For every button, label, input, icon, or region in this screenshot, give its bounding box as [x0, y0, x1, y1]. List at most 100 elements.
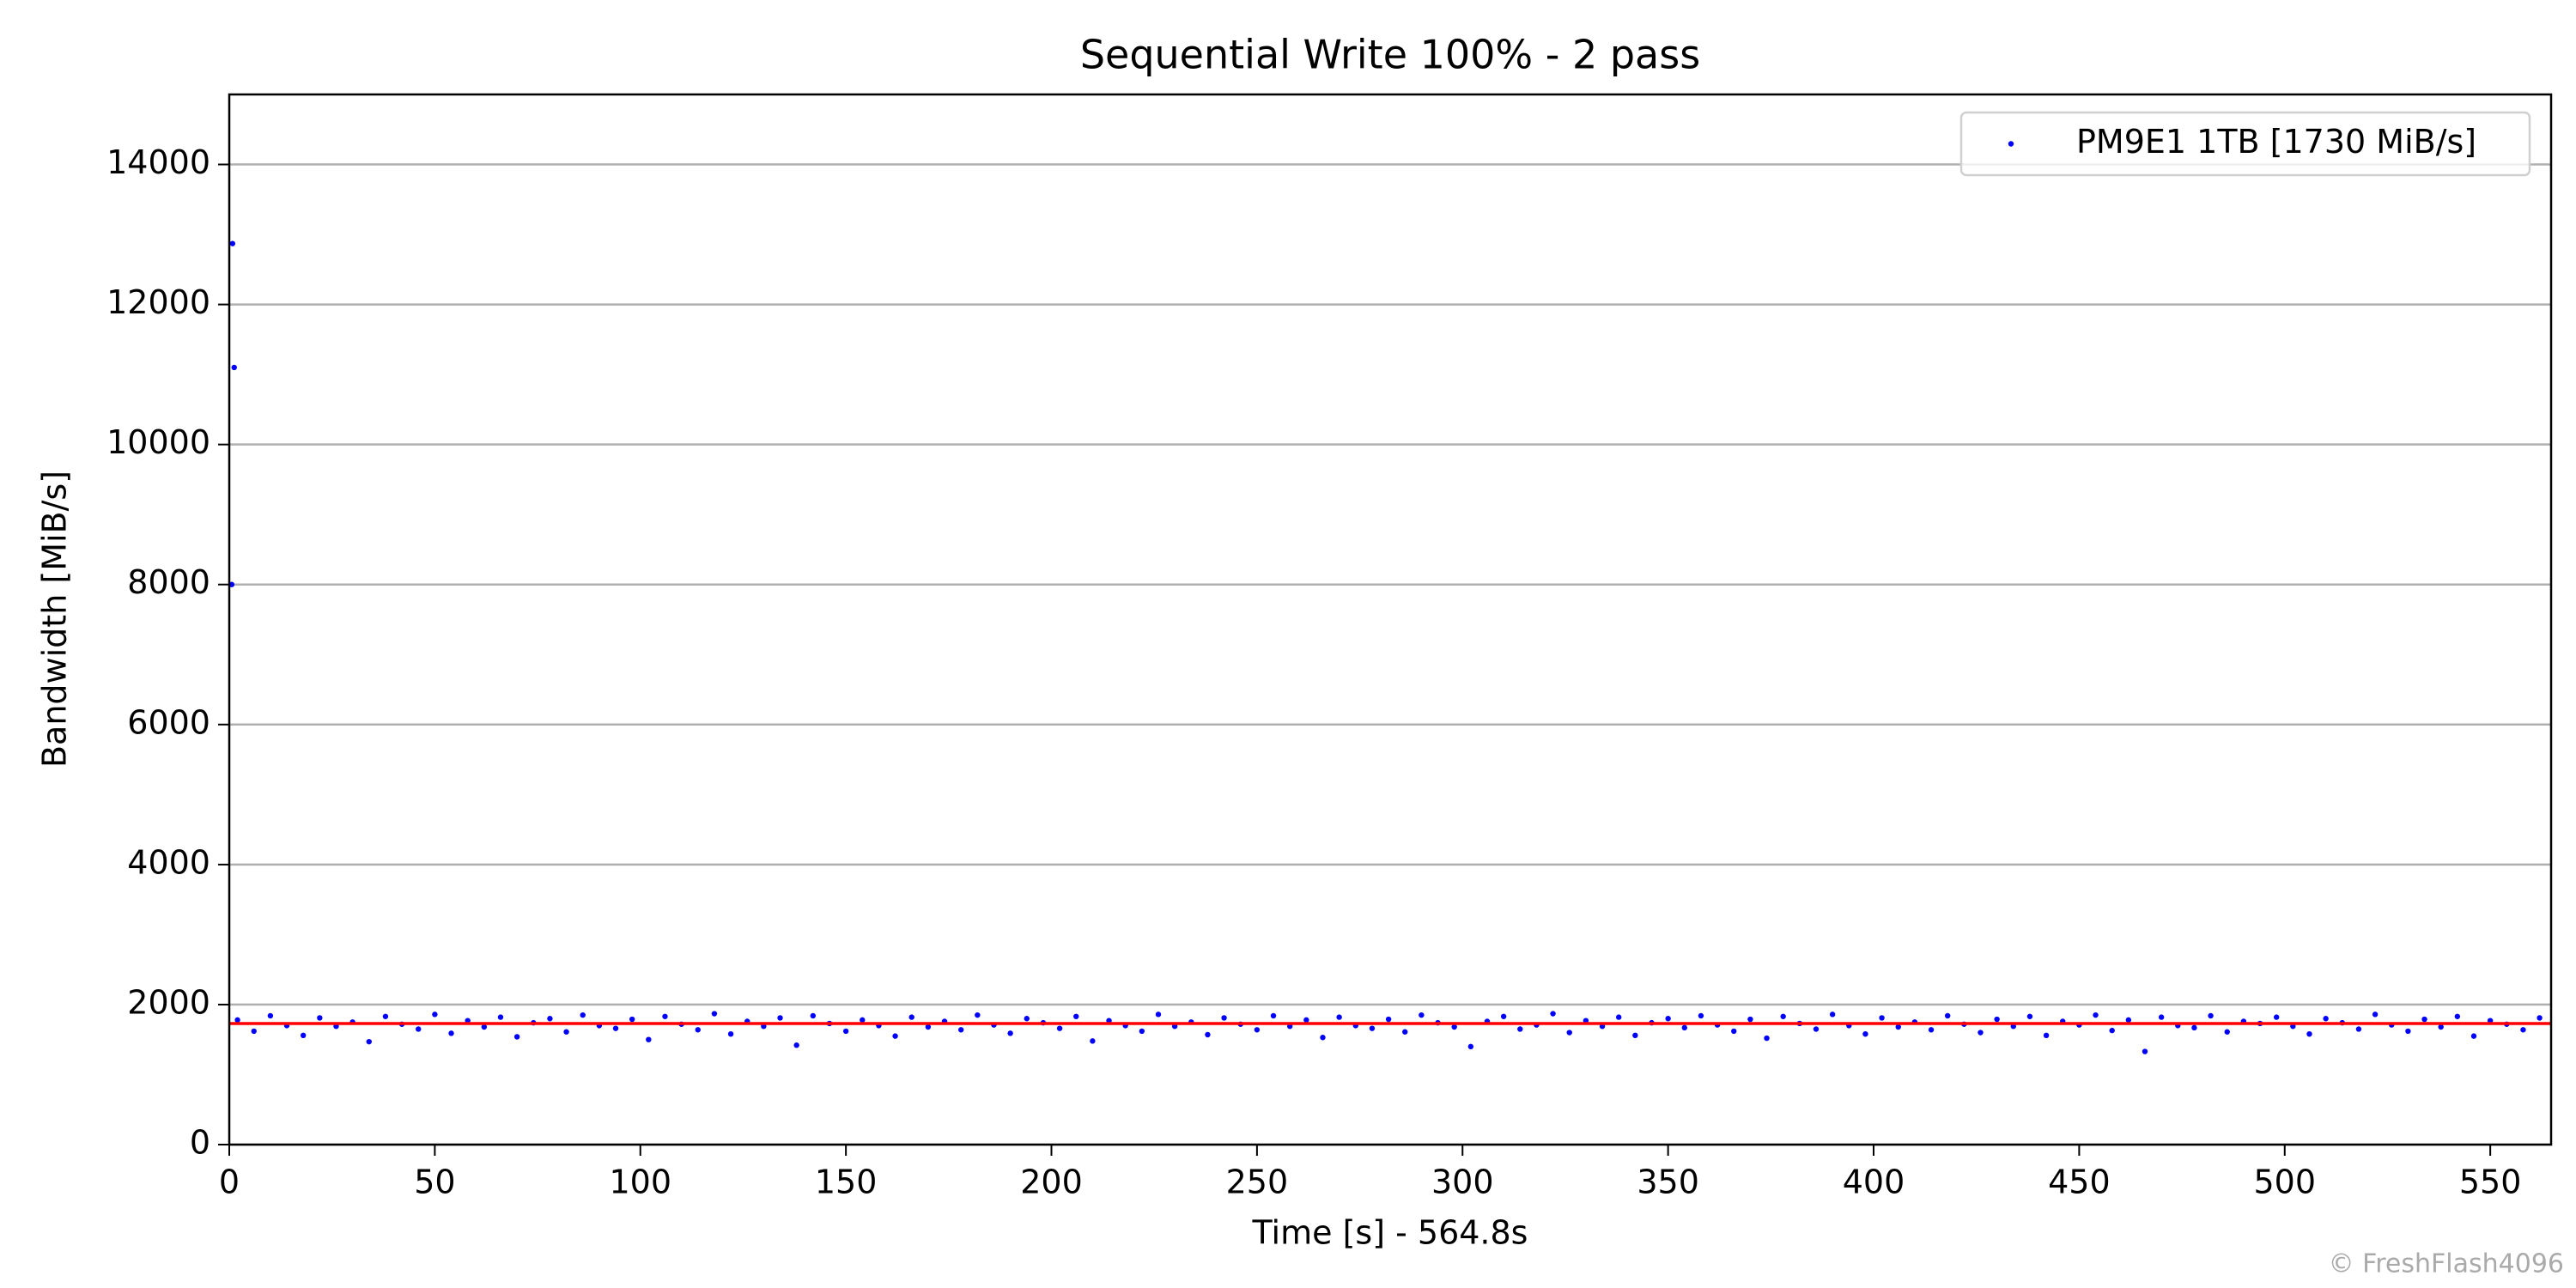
point: [2208, 1012, 2214, 1019]
y-axis-label: Bandwidth [MiB/s]: [36, 471, 74, 768]
point: [1813, 1026, 1820, 1032]
point: [1385, 1016, 1392, 1023]
point: [1747, 1016, 1753, 1023]
point: [563, 1029, 569, 1035]
point: [2454, 1013, 2461, 1019]
point: [1467, 1043, 1474, 1050]
point: [695, 1027, 701, 1033]
point: [1155, 1012, 1162, 1018]
point: [1764, 1035, 1770, 1042]
point: [1090, 1038, 1096, 1044]
point: [234, 1017, 240, 1024]
point: [957, 1027, 964, 1033]
point: [481, 1024, 488, 1030]
point: [727, 1030, 734, 1037]
point: [1007, 1030, 1013, 1036]
point: [1829, 1012, 1836, 1018]
point: [231, 364, 237, 371]
x-tick-label: 250: [1226, 1163, 1289, 1201]
point: [975, 1012, 981, 1018]
x-tick-label: 550: [2459, 1163, 2522, 1201]
point: [2043, 1032, 2050, 1039]
point: [382, 1013, 389, 1019]
point: [1681, 1024, 1687, 1031]
y-tick-label: 14000: [106, 143, 210, 181]
x-tick-label: 0: [219, 1163, 240, 1201]
point: [366, 1038, 372, 1045]
point: [842, 1028, 849, 1035]
point: [1073, 1013, 1079, 1019]
y-tick-label: 4000: [127, 843, 210, 881]
y-tick-label: 0: [190, 1124, 210, 1162]
x-tick-label: 400: [1843, 1163, 1905, 1201]
point: [646, 1036, 652, 1042]
chart-title: Sequential Write 100% - 2 pass: [1080, 32, 1700, 78]
point: [2273, 1014, 2280, 1020]
point: [1254, 1027, 1261, 1033]
x-tick-label: 150: [815, 1163, 878, 1201]
point: [300, 1032, 307, 1039]
point: [1994, 1016, 2000, 1023]
point: [1928, 1027, 1935, 1033]
point: [580, 1012, 586, 1018]
x-tick-label: 200: [1020, 1163, 1083, 1201]
point: [1862, 1030, 1868, 1037]
legend-marker: [2008, 141, 2014, 147]
point: [2109, 1027, 2115, 1034]
point: [2537, 1015, 2543, 1021]
point: [2355, 1026, 2362, 1032]
legend-label: PM9E1 1TB [1730 MiB/s]: [2076, 123, 2476, 161]
point: [2372, 1012, 2379, 1018]
point: [1895, 1024, 1901, 1030]
point: [1780, 1013, 1786, 1019]
y-tick-label: 2000: [127, 983, 210, 1021]
point: [2158, 1014, 2165, 1020]
point: [2520, 1027, 2526, 1033]
x-tick-label: 350: [1637, 1163, 1699, 1201]
point: [251, 1028, 257, 1035]
point: [1336, 1014, 1342, 1020]
legend-box: [1959, 111, 2531, 177]
point: [2224, 1029, 2230, 1035]
point: [513, 1034, 520, 1040]
point: [1500, 1013, 1507, 1019]
point: [547, 1016, 553, 1022]
point: [2125, 1017, 2132, 1024]
point: [228, 581, 235, 587]
point: [2438, 1024, 2444, 1030]
point: [2093, 1012, 2099, 1018]
point: [1731, 1028, 1737, 1035]
y-tick-label: 8000: [127, 563, 210, 601]
point: [1369, 1025, 1376, 1031]
point: [1024, 1016, 1030, 1022]
point: [1517, 1026, 1523, 1032]
point: [432, 1012, 438, 1018]
point: [267, 1012, 274, 1019]
point: [2026, 1013, 2033, 1019]
x-tick-label: 500: [2254, 1163, 2317, 1201]
point: [629, 1016, 635, 1023]
point: [229, 240, 236, 246]
point: [1550, 1011, 1556, 1017]
x-axis-label: Time [s] - 564.8s: [1252, 1214, 1528, 1252]
point: [1879, 1015, 1885, 1021]
point: [1270, 1012, 1277, 1019]
point: [1419, 1012, 1425, 1018]
point: [777, 1015, 783, 1021]
point: [2470, 1033, 2477, 1039]
point: [662, 1013, 668, 1019]
point: [810, 1012, 817, 1019]
point: [1451, 1024, 1457, 1030]
watermark: © FreshFlash4096: [2329, 1249, 2564, 1279]
point: [1978, 1030, 1984, 1036]
point: [2405, 1028, 2411, 1035]
point: [908, 1014, 914, 1020]
x-tick-label: 100: [609, 1163, 671, 1201]
point: [1615, 1014, 1622, 1020]
point: [1205, 1031, 1211, 1038]
point: [2142, 1048, 2148, 1054]
point: [860, 1017, 866, 1024]
x-tick-label: 300: [1431, 1163, 1494, 1201]
